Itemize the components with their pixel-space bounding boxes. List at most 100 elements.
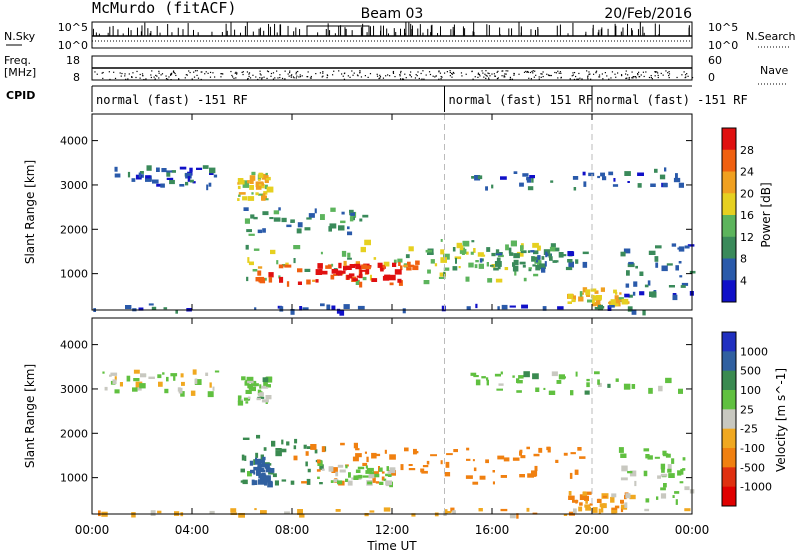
nave-mark bbox=[637, 74, 639, 76]
power-cell bbox=[362, 276, 367, 281]
power-cell bbox=[627, 306, 633, 312]
nave-mark bbox=[526, 71, 528, 73]
velocity-cell bbox=[261, 472, 266, 476]
nave-mark bbox=[684, 74, 687, 76]
velocity-cell bbox=[684, 486, 690, 491]
velocity-cell bbox=[444, 472, 451, 477]
nave-mark bbox=[399, 72, 402, 74]
nave-mark bbox=[642, 71, 645, 73]
x-tick-label: 08:00 bbox=[275, 523, 310, 537]
velocity-cell bbox=[473, 375, 479, 378]
power-cell bbox=[513, 171, 518, 174]
power-cell bbox=[151, 306, 157, 311]
velocity-colorbar-frame bbox=[721, 331, 737, 507]
velocity-cell bbox=[519, 451, 522, 456]
nave-mark bbox=[399, 75, 401, 77]
nave-tick-high: 60 bbox=[708, 54, 722, 67]
velocity-cell bbox=[533, 453, 540, 457]
nave-mark bbox=[236, 72, 238, 74]
nave-mark bbox=[635, 76, 637, 78]
nave-mark bbox=[153, 76, 155, 78]
power-cell bbox=[532, 242, 539, 248]
velocity-cell bbox=[573, 508, 577, 514]
velocity-cell bbox=[245, 379, 249, 383]
nave-mark bbox=[242, 73, 244, 76]
nave-mark bbox=[364, 75, 366, 77]
nave-mark bbox=[230, 70, 232, 73]
nave-mark bbox=[571, 75, 573, 77]
power-cell bbox=[359, 218, 363, 222]
nave-mark bbox=[429, 73, 432, 76]
nave-mark bbox=[310, 75, 312, 78]
power-cell bbox=[347, 231, 353, 236]
velocity-cell bbox=[629, 494, 636, 500]
power-cell bbox=[544, 261, 547, 267]
velocity-cell bbox=[253, 466, 257, 471]
power-cell bbox=[684, 245, 690, 249]
velocity-cell bbox=[481, 376, 486, 379]
nave-mark bbox=[156, 75, 158, 77]
nave-mark bbox=[124, 73, 126, 75]
power-cell bbox=[486, 262, 489, 267]
velocity-cell bbox=[131, 512, 136, 518]
power-cell bbox=[304, 227, 311, 231]
power-cell bbox=[608, 305, 615, 308]
power-cell bbox=[549, 256, 553, 261]
velocity-cell bbox=[682, 468, 686, 471]
x-tick-label: 12:00 bbox=[375, 523, 410, 537]
nave-mark bbox=[479, 75, 481, 77]
power-cell bbox=[152, 179, 159, 184]
nave-mark bbox=[588, 71, 590, 73]
power-cell bbox=[635, 265, 638, 269]
power-cell bbox=[397, 258, 403, 263]
power-cell bbox=[393, 259, 397, 264]
power-cell bbox=[585, 289, 591, 296]
nave-mark bbox=[575, 75, 577, 78]
velocity-cell bbox=[620, 501, 624, 504]
nave-mark bbox=[598, 76, 600, 78]
power-cell bbox=[545, 251, 548, 258]
velocity-colorbar-swatch bbox=[722, 467, 736, 488]
velocity-cell bbox=[584, 504, 591, 508]
velocity-cell bbox=[337, 480, 343, 485]
velocity-cell bbox=[526, 446, 530, 450]
nave-mark bbox=[356, 74, 359, 76]
power-cell bbox=[678, 246, 685, 252]
nave-mark bbox=[557, 70, 559, 72]
power-cell bbox=[533, 273, 539, 277]
nave-mark bbox=[417, 71, 419, 73]
nave-mark bbox=[497, 77, 499, 79]
velocity-cell bbox=[492, 481, 495, 485]
nave-label: Nave bbox=[760, 64, 788, 77]
velocity-cell bbox=[465, 475, 473, 479]
power-cell bbox=[262, 193, 266, 196]
velocity-cell bbox=[353, 442, 358, 449]
power-cell bbox=[208, 182, 212, 187]
power-cell bbox=[625, 283, 630, 288]
power-cell bbox=[519, 182, 524, 187]
nave-mark bbox=[315, 72, 317, 75]
nave-mark bbox=[120, 75, 122, 77]
velocity-colorbar-swatch bbox=[722, 428, 736, 449]
velocity-cell bbox=[516, 513, 519, 519]
nave-mark bbox=[496, 77, 499, 80]
velocity-cell bbox=[133, 378, 140, 382]
velocity-cell bbox=[355, 448, 360, 451]
nave-mark bbox=[438, 71, 440, 73]
velocity-cell bbox=[260, 474, 267, 479]
nave-mark bbox=[650, 74, 652, 77]
nave-mark bbox=[465, 73, 467, 75]
power-cell bbox=[655, 245, 662, 249]
x-tick-label: 00:00 bbox=[75, 523, 110, 537]
power-colorbar-label: Power [dB] bbox=[759, 182, 773, 247]
nave-mark bbox=[399, 78, 402, 80]
nave-mark bbox=[379, 74, 381, 76]
nave-mark bbox=[549, 74, 551, 77]
nave-mark bbox=[298, 76, 300, 78]
nave-mark bbox=[532, 70, 534, 72]
nave-mark bbox=[547, 74, 550, 76]
velocity-cell bbox=[139, 383, 146, 389]
power-cell bbox=[371, 278, 378, 282]
nave-mark bbox=[592, 73, 595, 75]
power-cell bbox=[247, 196, 255, 201]
